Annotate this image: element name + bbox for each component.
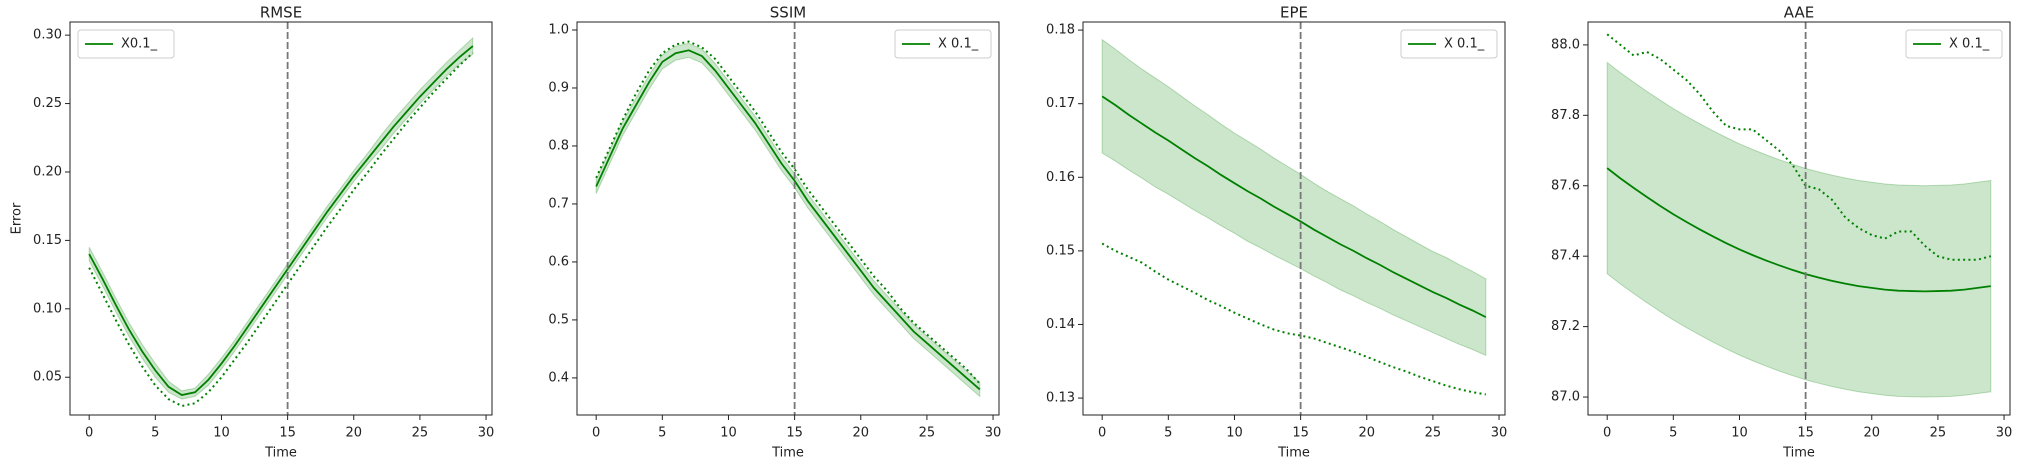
x-tick-label: 25 [1425, 426, 1442, 441]
series-line [595, 49, 981, 391]
x-tick-label: 20 [1863, 426, 1880, 441]
x-tick-label: 0 [1098, 426, 1106, 441]
legend-box [1400, 29, 1498, 59]
plot-frame [69, 21, 493, 416]
x-tick-label: 25 [1930, 426, 1947, 441]
x-tick-label: 30 [1491, 426, 1508, 441]
y-tick-label: 0.7 [548, 196, 569, 211]
legend-label: X 0.1_ [1444, 37, 1485, 52]
chart-title: SSIM [770, 4, 806, 22]
x-tick-label: 15 [1797, 426, 1814, 441]
legend-label: X 0.1_ [938, 37, 979, 52]
legend-box [1905, 29, 2003, 59]
series-line [1101, 95, 1487, 318]
y-tick-label: 87.4 [1551, 249, 1580, 264]
x-tick-label: 20 [345, 426, 362, 441]
x-tick-label: 5 [1669, 426, 1677, 441]
x-tick-label: 15 [1292, 426, 1309, 441]
chart-title: RMSE [260, 4, 302, 22]
x-tick-label: 0 [85, 426, 93, 441]
y-tick-label: 0.18 [1046, 23, 1075, 38]
plot-frame [576, 21, 1000, 416]
x-axis-label: Time [1782, 446, 1815, 461]
y-tick-label: 0.15 [33, 233, 62, 248]
y-tick-label: 0.15 [1046, 243, 1075, 258]
x-tick-label: 25 [919, 426, 936, 441]
y-tick-label: 0.5 [548, 312, 569, 327]
plot-frame [1082, 21, 1506, 416]
series-line [88, 45, 474, 396]
y-tick-label: 0.8 [548, 138, 569, 153]
y-tick-label: 87.8 [1551, 108, 1580, 123]
x-tick-label: 15 [786, 426, 803, 441]
y-tick-label: 87.2 [1551, 319, 1580, 334]
x-axis-label: Time [264, 446, 297, 461]
x-tick-label: 20 [852, 426, 869, 441]
y-tick-label: 87.6 [1551, 178, 1580, 193]
subplot: AAE Time 0 5 10 15 20 25 30 87.0 87.2 87.4 87.6 87.8 8… [1551, 4, 2012, 461]
y-tick-label: 87.0 [1551, 390, 1580, 405]
x-tick-label: 30 [985, 426, 1002, 441]
legend-box [894, 29, 992, 59]
legend-label: X0.1_ [121, 37, 158, 52]
series-line [1606, 33, 1992, 261]
series-line [1606, 167, 1991, 293]
series-line [595, 40, 981, 385]
y-tick-label: 0.20 [33, 164, 62, 179]
y-tick-label: 0.6 [548, 254, 569, 269]
y-tick-label: 0.05 [33, 370, 62, 385]
y-tick-label: 1.0 [548, 23, 569, 38]
error-band [1606, 61, 1992, 398]
legend-box [77, 29, 175, 59]
y-tick-label: 0.17 [1046, 96, 1075, 111]
y-tick-label: 0.4 [548, 370, 569, 385]
x-tick-label: 5 [151, 426, 159, 441]
subplot: RMSE Time Error 0 5 10 15 20 25 30 0.05 0.10 0.15 0.2… [10, 4, 495, 461]
y-tick-label: 0.14 [1046, 317, 1075, 332]
y-tick-label: 0.30 [33, 28, 62, 43]
x-tick-label: 0 [1603, 426, 1611, 441]
y-tick-label: 0.9 [548, 80, 569, 95]
x-tick-label: 10 [720, 426, 737, 441]
x-axis-label: Time [771, 446, 804, 461]
x-tick-label: 5 [658, 426, 666, 441]
x-tick-label: 0 [592, 426, 600, 441]
y-tick-label: 88.0 [1551, 37, 1580, 52]
x-tick-label: 15 [279, 426, 296, 441]
x-tick-label: 30 [478, 426, 495, 441]
series-line [1101, 242, 1486, 396]
y-tick-label: 0.13 [1046, 391, 1075, 406]
x-tick-label: 10 [213, 426, 230, 441]
plot-frame [1587, 21, 2011, 416]
y-axis-label: Error [10, 202, 25, 234]
y-tick-label: 0.25 [33, 96, 62, 111]
chart-title: EPE [1280, 4, 1308, 22]
subplot: SSIM Time 0 5 10 15 20 25 30 0.4 0.5 0.6 0.7 0.8 0.9 1.… [548, 4, 1001, 461]
x-axis-label: Time [1277, 446, 1310, 461]
x-tick-label: 25 [412, 426, 429, 441]
error-band [88, 36, 474, 400]
error-band [1101, 38, 1487, 357]
y-tick-label: 0.10 [33, 301, 62, 316]
y-tick-label: 0.16 [1046, 170, 1075, 185]
x-tick-label: 10 [1731, 426, 1748, 441]
x-tick-label: 5 [1164, 426, 1172, 441]
legend-label: X 0.1_ [1949, 37, 1990, 52]
subplot: EPE Time 0 5 10 15 20 25 30 0.13 0.14 0.15 0.16 0.17 0… [1046, 4, 1507, 461]
chart-title: AAE [1784, 4, 1814, 22]
error-band [595, 42, 981, 398]
x-tick-label: 10 [1226, 426, 1243, 441]
x-tick-label: 30 [1996, 426, 2013, 441]
x-tick-label: 20 [1358, 426, 1375, 441]
